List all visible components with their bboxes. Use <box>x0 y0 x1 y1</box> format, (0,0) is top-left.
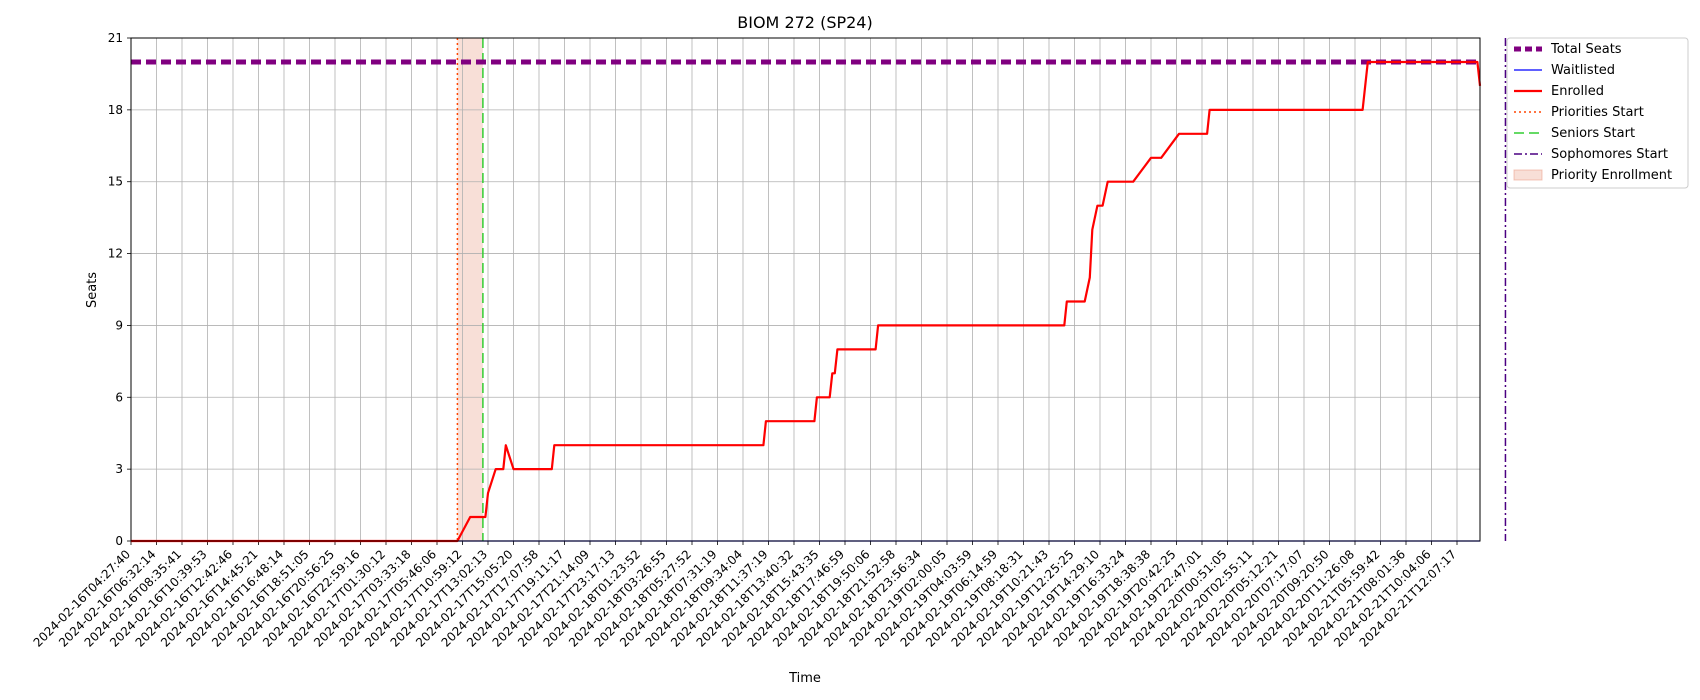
legend-label: Sophomores Start <box>1551 147 1668 162</box>
y-axis-title: Seats <box>85 272 100 308</box>
legend-label: Seniors Start <box>1551 126 1635 141</box>
legend-label: Enrolled <box>1551 84 1604 99</box>
plot-area: 2024-02-16T04:27:402024-02-16T06:32:1420… <box>31 31 1507 650</box>
y-tick-label: 21 <box>108 31 123 45</box>
y-tick-label: 0 <box>115 534 123 548</box>
legend-label: Total Seats <box>1550 42 1622 57</box>
series-line-2 <box>131 60 1482 543</box>
axes-frame <box>130 37 1481 542</box>
y-tick-label: 3 <box>115 462 123 476</box>
y-tick-label: 9 <box>115 318 123 332</box>
legend-label: Waitlisted <box>1551 63 1615 78</box>
legend-label: Priorities Start <box>1551 105 1644 120</box>
y-tick-label: 6 <box>115 390 123 404</box>
legend-label: Priority Enrollment <box>1551 168 1672 183</box>
y-tick-label: 18 <box>108 103 123 117</box>
x-axis-title: Time <box>788 671 821 686</box>
plot-background <box>131 38 1480 541</box>
chart-title: BIOM 272 (SP24) <box>737 13 872 32</box>
legend-swatch-6 <box>1513 169 1543 181</box>
span-0 <box>457 38 483 541</box>
legend-box <box>1506 37 1689 189</box>
y-tick-label: 15 <box>108 175 123 189</box>
legend: Total Seats Waitlisted Enrolled Priorities … <box>1506 37 1689 189</box>
y-tick-label: 12 <box>108 247 123 261</box>
